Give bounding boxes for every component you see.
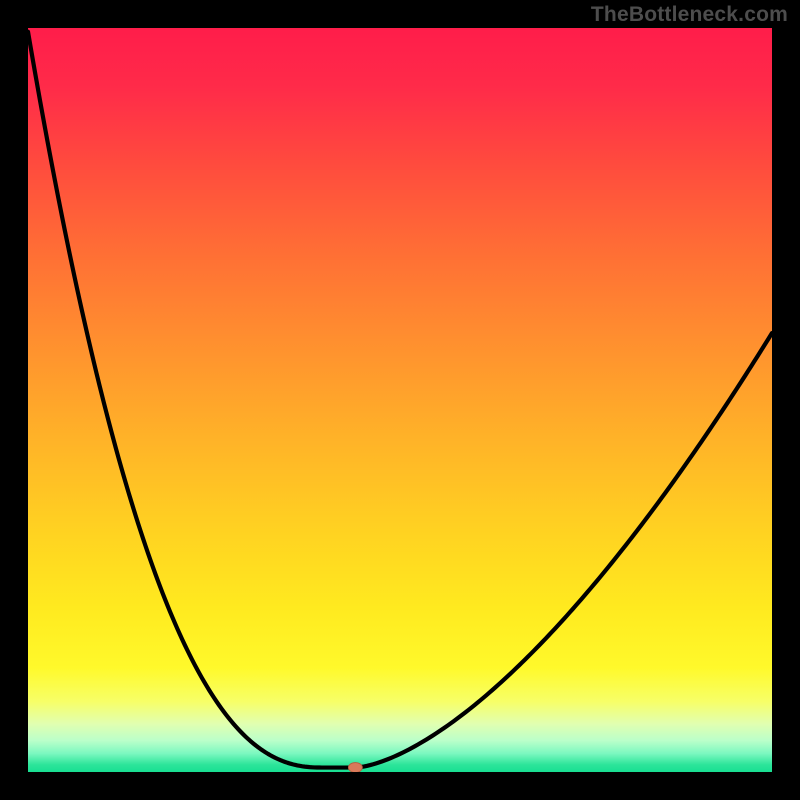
outer-frame: TheBottleneck.com [0, 0, 800, 800]
optimum-marker [348, 763, 362, 772]
plot-area [28, 28, 772, 772]
bottleneck-curve-layer [28, 28, 772, 772]
bottleneck-curve [28, 32, 772, 768]
watermark-text: TheBottleneck.com [591, 3, 788, 27]
